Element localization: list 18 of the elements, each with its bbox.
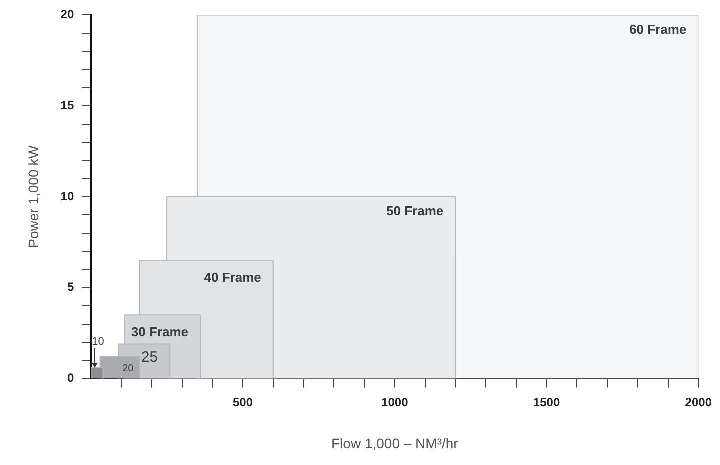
series-label: 20 [122,364,134,375]
y-tick-label: 5 [67,280,74,294]
y-tick-label: 15 [60,98,74,112]
x-axis-title: Flow 1,000 – NM³/hr [331,435,459,452]
x-tick-label: 2000 [685,395,712,410]
x-tick-label: 500 [233,395,254,410]
series-label: 10 [92,336,104,348]
y-tick-label: 10 [60,189,74,204]
y-tick-label: 20 [60,8,74,22]
y-tick-label: 0 [67,371,74,386]
series-label: 30 Frame [131,324,188,340]
series-label: 60 Frame [630,22,687,37]
x-tick-label: 1500 [533,395,560,410]
series-label: 50 Frame [386,204,444,219]
y-axis-title: Power 1,000 kW [25,144,42,248]
series-label: 40 Frame [204,270,262,286]
x-tick-label: 1000 [382,395,409,410]
series-label: 25 [141,349,158,366]
